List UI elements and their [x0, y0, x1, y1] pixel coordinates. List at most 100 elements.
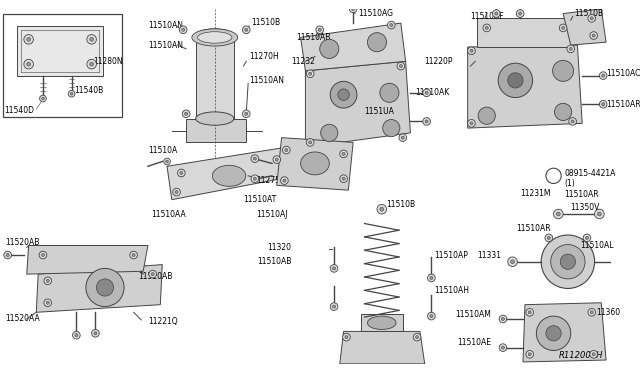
- Text: 11510AG: 11510AG: [358, 9, 393, 18]
- Circle shape: [547, 236, 550, 240]
- Text: 11270H: 11270H: [249, 52, 279, 61]
- Circle shape: [413, 333, 421, 341]
- Circle shape: [182, 110, 190, 118]
- Polygon shape: [340, 331, 425, 364]
- Circle shape: [243, 110, 250, 118]
- Circle shape: [502, 346, 504, 349]
- Circle shape: [179, 26, 187, 33]
- Circle shape: [483, 24, 491, 32]
- Circle shape: [399, 134, 406, 141]
- Circle shape: [97, 279, 113, 296]
- Circle shape: [68, 90, 75, 97]
- Circle shape: [316, 26, 324, 33]
- Circle shape: [92, 330, 99, 337]
- Circle shape: [560, 254, 575, 269]
- Text: 11275M: 11275M: [256, 176, 287, 185]
- Circle shape: [561, 26, 564, 29]
- Polygon shape: [563, 9, 606, 45]
- Circle shape: [46, 301, 49, 304]
- Circle shape: [320, 39, 339, 58]
- Circle shape: [377, 205, 387, 214]
- Polygon shape: [276, 138, 353, 190]
- Circle shape: [595, 209, 604, 219]
- Circle shape: [423, 89, 431, 97]
- Text: 11540B: 11540B: [74, 86, 104, 95]
- Ellipse shape: [196, 112, 234, 125]
- Circle shape: [283, 179, 286, 182]
- Text: 11510AF: 11510AF: [470, 12, 504, 21]
- Text: 11510AE: 11510AE: [458, 339, 492, 347]
- Circle shape: [428, 274, 435, 282]
- Polygon shape: [186, 119, 246, 142]
- Circle shape: [423, 118, 431, 125]
- Circle shape: [428, 312, 435, 320]
- Polygon shape: [36, 264, 163, 312]
- Text: 11510AL: 11510AL: [580, 241, 614, 250]
- Circle shape: [380, 83, 399, 102]
- Circle shape: [567, 45, 575, 53]
- Text: 1151UA: 1151UA: [365, 108, 394, 116]
- Text: 11510AB: 11510AB: [257, 257, 291, 266]
- Text: 11331: 11331: [477, 251, 501, 260]
- Circle shape: [600, 72, 607, 80]
- Polygon shape: [301, 23, 406, 71]
- Circle shape: [184, 112, 188, 115]
- Circle shape: [44, 299, 52, 307]
- Circle shape: [367, 33, 387, 52]
- Circle shape: [318, 28, 321, 31]
- Polygon shape: [27, 246, 148, 274]
- Polygon shape: [167, 147, 296, 200]
- Text: 11510AK: 11510AK: [415, 88, 449, 97]
- Circle shape: [559, 24, 567, 32]
- Circle shape: [536, 316, 571, 350]
- Circle shape: [508, 257, 517, 266]
- Circle shape: [499, 315, 507, 323]
- Text: 11520AA: 11520AA: [4, 314, 40, 324]
- Circle shape: [345, 336, 348, 339]
- Circle shape: [90, 38, 93, 41]
- Circle shape: [151, 273, 154, 276]
- Circle shape: [552, 60, 573, 81]
- Circle shape: [244, 28, 248, 31]
- Circle shape: [425, 120, 428, 123]
- Text: 11232: 11232: [291, 57, 315, 66]
- Circle shape: [586, 236, 589, 240]
- Circle shape: [149, 270, 157, 278]
- Text: 11510AN: 11510AN: [249, 76, 284, 85]
- Circle shape: [308, 72, 312, 75]
- Text: 11360: 11360: [596, 308, 621, 317]
- Circle shape: [70, 92, 73, 95]
- Circle shape: [39, 251, 47, 259]
- Circle shape: [173, 188, 180, 196]
- Circle shape: [569, 47, 572, 51]
- Circle shape: [528, 353, 531, 356]
- Circle shape: [177, 169, 185, 177]
- Text: 11510AM: 11510AM: [456, 310, 492, 319]
- Circle shape: [592, 34, 595, 37]
- Circle shape: [251, 175, 259, 183]
- Circle shape: [592, 353, 595, 356]
- Circle shape: [308, 141, 312, 144]
- Circle shape: [390, 23, 393, 26]
- Circle shape: [485, 26, 488, 29]
- Circle shape: [40, 95, 46, 102]
- Circle shape: [583, 234, 591, 242]
- Circle shape: [180, 171, 183, 174]
- Circle shape: [399, 64, 403, 68]
- Circle shape: [46, 279, 49, 282]
- Circle shape: [349, 5, 357, 13]
- Circle shape: [598, 212, 602, 216]
- Circle shape: [415, 336, 419, 339]
- Circle shape: [554, 103, 572, 121]
- Circle shape: [401, 136, 404, 139]
- Text: 11350V: 11350V: [570, 203, 599, 212]
- Bar: [3, 13, 122, 117]
- Circle shape: [600, 100, 607, 108]
- Circle shape: [6, 253, 9, 257]
- Polygon shape: [17, 26, 103, 76]
- Circle shape: [425, 91, 428, 94]
- Circle shape: [528, 311, 531, 314]
- Ellipse shape: [367, 316, 396, 330]
- Circle shape: [330, 81, 357, 108]
- Circle shape: [478, 107, 495, 124]
